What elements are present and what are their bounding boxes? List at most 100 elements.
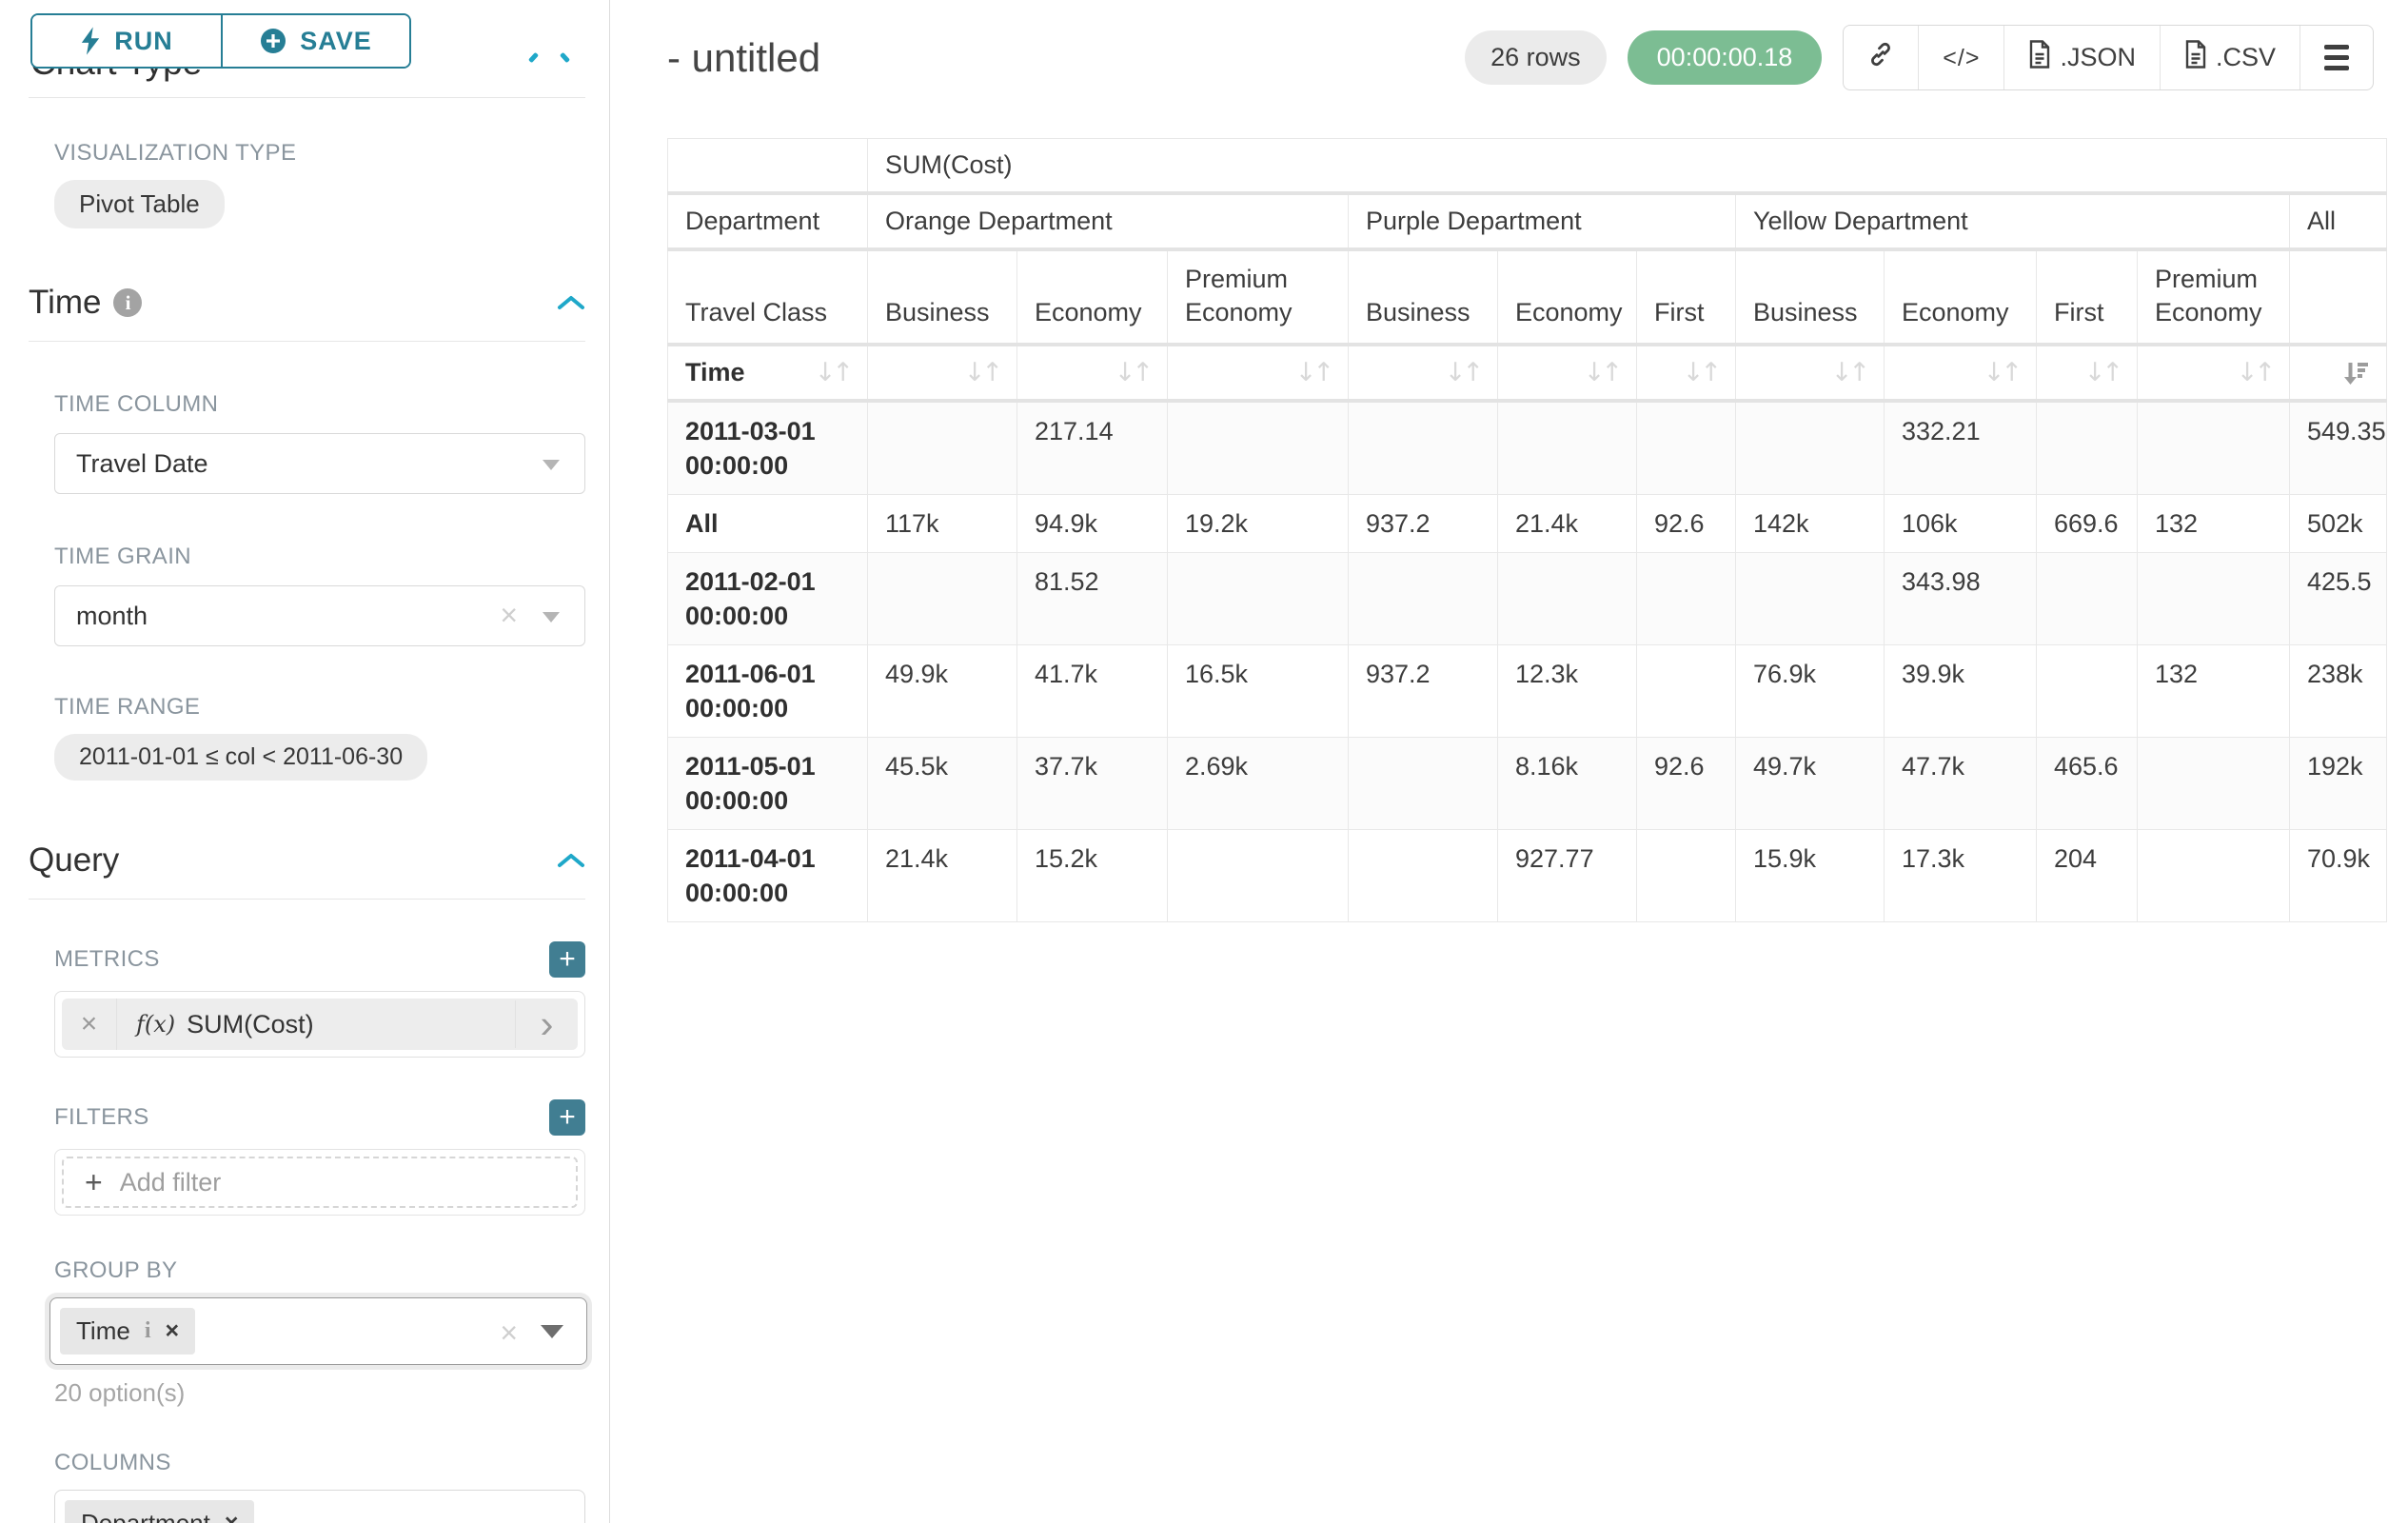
time-grain-select[interactable]: month × xyxy=(54,585,585,646)
time-section-title: Time xyxy=(29,284,102,321)
pivot-value-cell xyxy=(1636,552,1736,645)
columns-label-row: COLUMNS xyxy=(54,1450,585,1476)
info-icon: i xyxy=(144,1318,151,1343)
columns-select[interactable]: Department×Travel Class× × xyxy=(54,1490,585,1523)
sort-desc-active-icon xyxy=(2340,359,2369,387)
group-by-select[interactable]: Time i × × xyxy=(49,1297,587,1365)
selected-option-tag[interactable]: Time i × xyxy=(60,1308,196,1355)
toolbar-code-icon-button[interactable]: </> xyxy=(1918,26,2003,89)
pivot-sort-header[interactable] xyxy=(2289,344,2387,403)
chevron-down-icon xyxy=(543,460,560,470)
pivot-value-cell: 238k xyxy=(2289,644,2387,738)
collapse-caret-clipped[interactable] xyxy=(526,51,572,64)
pivot-data-row: 2011-02-01 00:00:00 81.52 343.98 425.5 xyxy=(667,552,2387,645)
pivot-value-cell: 49.9k xyxy=(867,644,1017,738)
remove-metric-icon[interactable]: × xyxy=(62,999,117,1050)
toolbar-csv-button[interactable]: .CSV xyxy=(2159,26,2299,89)
pivot-sort-header[interactable]: ↓↑ xyxy=(1016,344,1168,403)
pivot-table: SUM(Cost) Department Orange Department Purp… xyxy=(667,138,2387,922)
groupby-label-row: GROUP BY xyxy=(54,1257,585,1284)
pivot-column-group-header: Purple Department xyxy=(1348,192,1736,251)
chevron-right-icon[interactable]: › xyxy=(515,1000,578,1048)
time-column-select[interactable]: Travel Date xyxy=(54,433,585,494)
pivot-value-cell xyxy=(2036,644,2138,738)
pivot-value-cell: 15.2k xyxy=(1016,829,1168,922)
add-filter-button[interactable]: + Add filter xyxy=(62,1157,578,1208)
time-grain-value: month xyxy=(76,601,148,630)
remove-tag-icon[interactable]: × xyxy=(165,1317,180,1344)
pivot-row-dimension-header: Department xyxy=(667,192,868,251)
pivot-sort-header[interactable]: ↓↑ xyxy=(1348,344,1498,403)
chevron-down-icon xyxy=(541,1325,563,1338)
pivot-value-cell: 142k xyxy=(1735,494,1885,553)
pivot-value-cell: 8.16k xyxy=(1497,737,1637,830)
chevron-up-icon[interactable] xyxy=(557,852,585,869)
add-metric-button[interactable]: + xyxy=(549,941,585,978)
pivot-value-cell: 21.4k xyxy=(867,829,1017,922)
visualization-type-block: VISUALIZATION TYPE Pivot Table xyxy=(54,140,585,228)
pivot-sort-header[interactable]: ↓↑ xyxy=(1735,344,1885,403)
row-count-badge: 26 rows xyxy=(1465,30,1607,85)
pivot-value-cell: 465.6 xyxy=(2036,737,2138,830)
pivot-value-cell xyxy=(1348,829,1498,922)
time-range-value[interactable]: 2011-01-01 ≤ col < 2011-06-30 xyxy=(54,734,428,781)
file-icon xyxy=(2028,40,2051,75)
export-toolbar: </> .JSON .CSV xyxy=(1843,25,2374,90)
save-button[interactable]: SAVE xyxy=(221,15,409,67)
divider xyxy=(29,899,585,900)
pivot-value-cell: 204 xyxy=(2036,829,2138,922)
link-icon xyxy=(1867,41,1894,74)
remove-tag-icon[interactable]: × xyxy=(224,1510,239,1523)
toolbar-menu-icon-button[interactable] xyxy=(2299,26,2373,89)
pivot-row-label: 2011-04-01 00:00:00 xyxy=(667,829,868,922)
pivot-value-cell: 2.69k xyxy=(1167,737,1349,830)
pivot-value-cell xyxy=(1636,400,1736,495)
pivot-value-cell: 927.77 xyxy=(1497,829,1637,922)
pivot-sort-header[interactable]: ↓↑ xyxy=(867,344,1017,403)
clear-icon[interactable]: × xyxy=(500,598,518,632)
info-icon: i xyxy=(113,288,143,317)
metric-pill[interactable]: × f(x) SUM(Cost) › xyxy=(62,999,578,1050)
chevron-up-icon[interactable] xyxy=(557,294,585,311)
clear-icon[interactable]: × xyxy=(500,1315,518,1350)
sort-icon: ↓↑ xyxy=(1444,358,1484,387)
pivot-sort-header[interactable]: ↓↑ xyxy=(2137,344,2290,403)
pivot-value-cell: 92.6 xyxy=(1636,737,1736,830)
pivot-sort-header[interactable]: ↓↑ xyxy=(1884,344,2037,403)
add-filter-plus-button[interactable]: + xyxy=(549,1099,585,1136)
chart-title[interactable]: - untitled xyxy=(667,34,821,80)
pivot-value-cell: 217.14 xyxy=(1016,400,1168,495)
sort-icon: ↓↑ xyxy=(2083,358,2123,387)
visualization-type-value[interactable]: Pivot Table xyxy=(54,180,225,228)
metric-name: SUM(Cost) xyxy=(187,1009,314,1038)
run-button[interactable]: RUN xyxy=(32,15,221,67)
selected-option-tag[interactable]: Department × xyxy=(65,1500,255,1523)
pivot-value-cell xyxy=(1167,400,1349,495)
plus-circle-icon xyxy=(261,29,286,53)
query-section-title: Query xyxy=(29,841,120,879)
pivot-value-cell: 19.2k xyxy=(1167,494,1349,553)
pivot-column-header: Economy xyxy=(1497,248,1637,346)
pivot-sort-header-time[interactable]: Time ↓↑ xyxy=(667,344,868,403)
pivot-data-row: 2011-04-01 00:00:00 21.4k 15.2k 927.77 15.9k… xyxy=(667,829,2387,922)
filters-label-row: FILTERS + xyxy=(54,1099,585,1136)
toolbar-button-label: .CSV xyxy=(2215,43,2276,71)
pivot-sort-header[interactable]: ↓↑ xyxy=(1636,344,1736,403)
sort-icon: ↓↑ xyxy=(963,358,1003,387)
toolbar-json-button[interactable]: .JSON xyxy=(2003,26,2160,89)
toolbar-link-icon-button[interactable] xyxy=(1844,26,1918,89)
pivot-value-cell: 937.2 xyxy=(1348,494,1498,553)
pivot-sort-header[interactable]: ↓↑ xyxy=(1167,344,1349,403)
pivot-sort-header[interactable]: ↓↑ xyxy=(1497,344,1637,403)
pivot-column-group-header: All xyxy=(2289,192,2387,251)
pivot-value-cell: 94.9k xyxy=(1016,494,1168,553)
pivot-value-cell xyxy=(1735,552,1885,645)
pivot-sort-header[interactable]: ↓↑ xyxy=(2036,344,2138,403)
pivot-value-cell: 669.6 xyxy=(2036,494,2138,553)
pivot-value-cell xyxy=(2137,737,2290,830)
pivot-data-row: 2011-06-01 00:00:00 49.9k 41.7k 16.5k 937.2 1… xyxy=(667,644,2387,738)
save-button-label: SAVE xyxy=(300,26,372,55)
pivot-value-cell: 92.6 xyxy=(1636,494,1736,553)
pivot-column-header: Economy xyxy=(1884,248,2037,346)
